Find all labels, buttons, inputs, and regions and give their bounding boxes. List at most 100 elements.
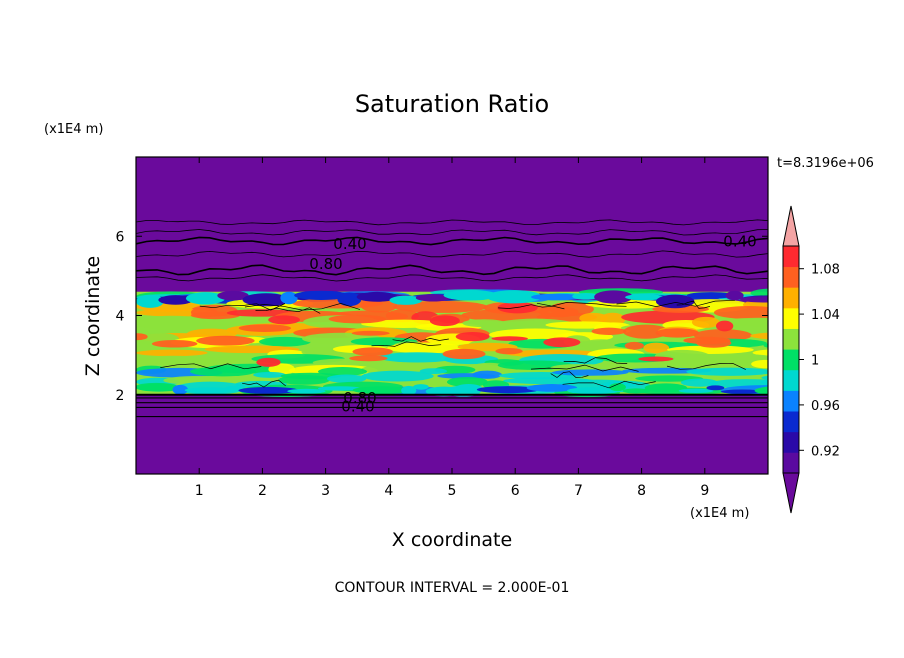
chart-title: Saturation Ratio: [355, 90, 549, 118]
contour-line: [136, 236, 768, 246]
contour-line: [136, 219, 768, 226]
field-patch: [317, 386, 362, 391]
contour-label: 0.40: [723, 232, 756, 250]
field-patch: [582, 339, 620, 352]
x-tick-label: 5: [448, 483, 457, 499]
field-patch: [594, 290, 633, 304]
field-patch: [294, 290, 349, 300]
field-patch: [472, 362, 506, 371]
contour-line: [676, 300, 710, 309]
field-patch: [454, 384, 483, 393]
field-patch: [551, 369, 629, 376]
field-patch: [655, 294, 695, 309]
colorbar-band: [783, 452, 799, 474]
field-patch: [644, 383, 688, 393]
colorbar-band: [783, 246, 799, 268]
field-patch: [591, 327, 627, 335]
y-axis: 2 4 6: [116, 229, 768, 404]
colorbar-band: [783, 349, 799, 371]
contour-labels: 0.400.800.400.800.40: [309, 232, 756, 415]
field-patch: [318, 367, 368, 377]
x-axis: 1 2 3 4 5 6 7 8 9: [195, 157, 709, 499]
field-patch: [278, 375, 330, 385]
field-patch: [750, 332, 768, 340]
colorbar-band: [783, 431, 799, 453]
field-patch: [326, 374, 367, 383]
contour-line: [550, 371, 589, 378]
contour-label: 0.40: [333, 235, 366, 253]
field-patch: [472, 370, 502, 379]
field-patch: [256, 357, 281, 367]
x-tick-label: 3: [321, 483, 330, 499]
contour-line: [371, 341, 442, 347]
field-patch: [349, 355, 388, 362]
field-patch: [190, 307, 218, 318]
colorbar-band: [783, 328, 799, 350]
field-patch: [754, 386, 768, 395]
field-patch: [413, 384, 429, 390]
field-patch: [622, 388, 651, 394]
colorbar-over-arrow: [782, 205, 800, 247]
field-patch: [638, 356, 674, 362]
field-patch: [429, 315, 460, 327]
colorbar-band: [783, 287, 799, 309]
field-patch: [393, 300, 488, 313]
field-patch: [720, 389, 764, 394]
field-patch: [643, 342, 670, 354]
field-patch: [763, 343, 768, 348]
y-tick-label: 2: [116, 388, 125, 404]
field-patch: [486, 290, 543, 304]
plot-area: [136, 157, 768, 474]
field-patch: [415, 294, 451, 302]
field-patch: [238, 386, 300, 394]
saturated-layer: [136, 288, 768, 398]
field-patch: [352, 386, 414, 395]
field-patch: [624, 341, 644, 350]
field-patch: [683, 336, 731, 345]
field-patch: [196, 335, 255, 346]
x-tick-label: 6: [511, 483, 520, 499]
x-tick-label: 4: [384, 483, 393, 499]
colorbar-tick-label: 1.04: [811, 308, 840, 323]
field-patch: [136, 315, 208, 331]
contour-line: [536, 302, 627, 307]
x-unit-label: (x1E4 m): [690, 506, 749, 521]
colorbar-band: [783, 266, 799, 288]
field-patch: [184, 387, 235, 394]
field-patch: [763, 356, 768, 360]
field-patch: [328, 314, 387, 324]
colorbar-band: [783, 369, 799, 391]
colorbar-tick-label: 0.92: [811, 444, 840, 459]
contour-line: [255, 307, 321, 314]
x-tick-label: 2: [258, 483, 267, 499]
contour-line: [530, 364, 639, 372]
field-patch: [538, 306, 579, 318]
field-patch: [725, 290, 744, 301]
contour-line: [199, 303, 286, 311]
field-patch: [572, 293, 600, 300]
contour-line: [242, 379, 286, 388]
field-patch: [268, 315, 300, 325]
y-unit-label: (x1E4 m): [44, 122, 103, 137]
field-patch: [455, 332, 490, 342]
contour-line: [616, 299, 735, 307]
field-patch: [713, 306, 768, 319]
colorbar-tick-label: 0.96: [811, 399, 840, 414]
contour-label: 0.80: [309, 255, 342, 273]
contour-line: [563, 357, 628, 364]
x-tick-label: 1: [195, 483, 204, 499]
field-patch: [443, 290, 498, 301]
field-patch: [280, 291, 298, 305]
field-patch: [378, 352, 456, 363]
colorbar-band: [783, 390, 799, 412]
x-tick-label: 8: [637, 483, 646, 499]
field-patch: [680, 378, 719, 387]
field-patch: [706, 385, 725, 391]
contour-line: [136, 264, 768, 276]
field-patch: [385, 309, 420, 323]
field-patch: [172, 384, 188, 395]
field-patch: [461, 309, 555, 322]
field-patch: [609, 383, 626, 392]
field-patch: [740, 296, 768, 303]
